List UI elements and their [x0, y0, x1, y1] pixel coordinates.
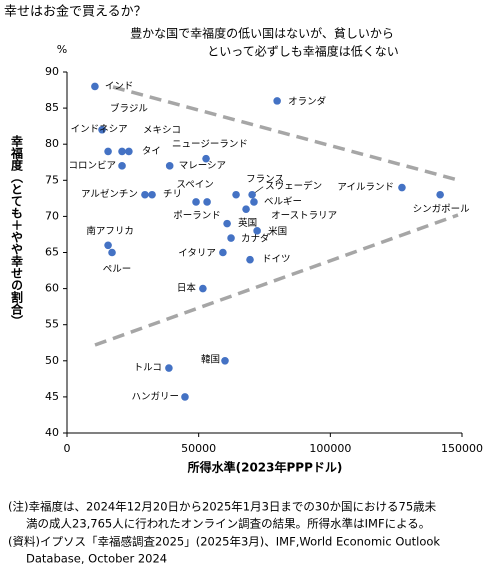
point [242, 205, 250, 213]
chart-title: 幸せはお金で買えるか？ [4, 4, 147, 20]
y-axis-label: 幸福度（とても＋やや幸せの割合） [10, 134, 24, 327]
point [108, 248, 116, 257]
x-tick-label: 150000 [441, 442, 483, 455]
point [165, 364, 173, 372]
point-label: ハンガリー [131, 391, 179, 402]
y-tick-label: 50 [45, 354, 59, 367]
point [118, 147, 126, 156]
point-label: 米国 [268, 225, 287, 237]
point [104, 147, 112, 156]
point-label: スペイン [176, 179, 213, 190]
point [91, 82, 99, 91]
point-label: イタリア [178, 248, 216, 259]
y-tick-label: 90 [45, 65, 59, 78]
point [104, 241, 112, 250]
point [192, 198, 200, 206]
point-label: インドネシア [71, 124, 128, 135]
point [148, 190, 156, 199]
point-label: オランダ [288, 95, 327, 107]
point [199, 284, 207, 293]
y-tick-label: 40 [45, 426, 59, 439]
point [98, 125, 106, 134]
point-label: 南アフリカ [86, 225, 134, 237]
guide-line [94, 213, 459, 347]
y-tick-label: 60 [45, 282, 59, 295]
y-tick-label: 85 [45, 101, 59, 114]
guide-line [112, 85, 459, 182]
y-tick-label: 65 [45, 246, 59, 259]
point [181, 393, 189, 401]
note: 満の成人23,765人に行われたオンライン調査の結果。所得水準はIMFによる。 [26, 517, 430, 531]
point [202, 154, 210, 163]
annotation: といって必ずしも幸福度は低くない [207, 44, 398, 59]
y-unit: % [57, 43, 67, 56]
point [248, 190, 256, 199]
y-tick-label: 45 [45, 390, 59, 403]
point-label: ポーランド [173, 210, 221, 221]
point-label: シンガポール [413, 204, 471, 215]
point [232, 190, 240, 199]
point [141, 190, 149, 199]
x-axis-label: 所得水準(2023年PPPドル) [188, 460, 343, 475]
point-label: ブラジル [110, 102, 148, 114]
y-tick-label: 80 [45, 137, 59, 150]
point-label: アルゼンチン [81, 188, 138, 200]
point-label: タイ [142, 146, 161, 157]
point [273, 97, 281, 105]
point-label: 日本 [177, 282, 197, 294]
point [165, 162, 174, 170]
annotation: 豊かな国で幸福度の低い国はないが、貧しいから [130, 26, 394, 41]
point [118, 162, 126, 170]
note: Database, October 2024 [26, 552, 167, 566]
point [219, 248, 227, 257]
point-label: ニュージーランド [172, 139, 248, 150]
point-label: コロンビア [69, 160, 117, 171]
point [125, 147, 133, 156]
point-label: カナダ [241, 233, 270, 245]
point-label: ドイツ [262, 254, 291, 265]
point-label: マレーシア [179, 160, 226, 171]
point [227, 234, 235, 242]
point [436, 190, 444, 199]
point-label: インド [105, 81, 134, 92]
point-label: オーストラリア [271, 211, 337, 222]
y-tick-label: 70 [45, 209, 59, 222]
y-tick-label: 75 [45, 173, 59, 186]
point [223, 219, 231, 228]
point [398, 183, 406, 192]
x-tick-label: 100000 [309, 442, 351, 455]
point-label: 韓国 [201, 354, 220, 365]
point [221, 357, 229, 365]
point [203, 198, 211, 206]
point-label: 英国 [238, 217, 257, 229]
point-label: フランス [246, 174, 284, 185]
point-label: ペルー [103, 264, 132, 275]
note: (注)幸福度は、2024年12月20日から2025年1月3日までの30か国におけ… [8, 500, 437, 514]
point-label: メキシコ [143, 125, 181, 136]
point [246, 255, 254, 264]
point-label: アイルランド [337, 182, 394, 193]
point-label: トルコ [134, 363, 162, 374]
point [253, 227, 261, 235]
y-tick-label: 55 [45, 318, 59, 331]
point [250, 198, 258, 206]
note: (資料)イプソス「幸福感調査2025」(2025年3月)、IMF,World E… [8, 535, 440, 549]
x-tick-label: 50000 [181, 442, 216, 455]
x-tick-label: 0 [64, 442, 71, 455]
point-label: チリ [163, 189, 182, 200]
point-label: スウェーデン [265, 180, 322, 192]
point-label: ベルギー [264, 196, 302, 207]
